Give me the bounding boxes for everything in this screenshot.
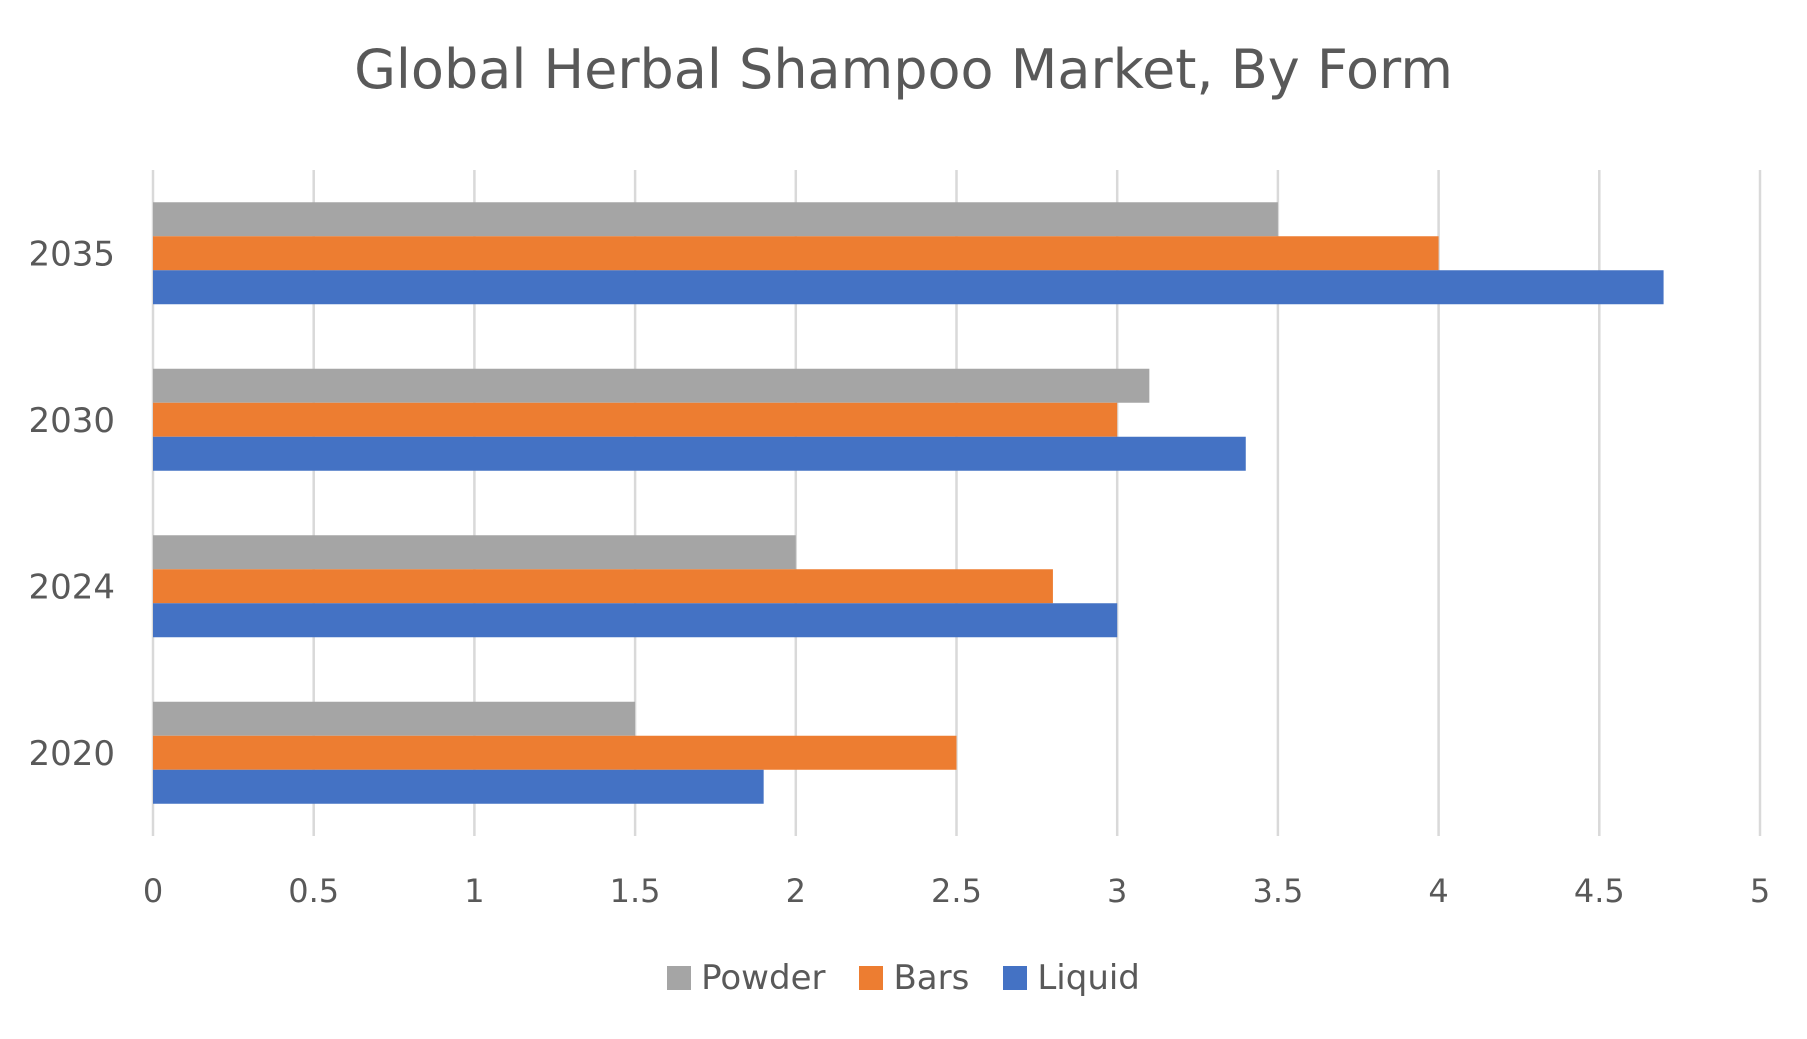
bar-bars-2035 [153, 236, 1439, 271]
x-tick-label: 2.5 [931, 872, 982, 910]
legend-swatch [667, 966, 692, 990]
bar-powder-2024 [153, 535, 796, 570]
legend-label: Bars [893, 958, 970, 998]
bar-liquid-2035 [153, 270, 1664, 305]
category-label: 2035 [28, 234, 115, 274]
bar-liquid-2030 [153, 436, 1246, 471]
category-label: 2030 [28, 401, 115, 441]
legend-swatch [859, 966, 884, 990]
bar-powder-2020 [153, 701, 636, 736]
x-tick-label: 2 [786, 872, 806, 910]
bar-liquid-2020 [153, 769, 764, 804]
bar-bars-2020 [153, 735, 957, 770]
x-tick-label: 5 [1750, 872, 1770, 910]
x-tick-label: 4.5 [1574, 872, 1625, 910]
legend: Powder Bars Liquid [0, 958, 1807, 998]
category-label: 2024 [28, 567, 115, 607]
x-tick-label: 4 [1428, 872, 1448, 910]
x-tick-label: 1.5 [610, 872, 661, 910]
category-label: 2020 [28, 734, 115, 774]
bar-bars-2024 [153, 569, 1053, 604]
legend-item-powder: Powder [667, 958, 825, 998]
x-tick-label: 0 [143, 872, 163, 910]
legend-swatch [1003, 966, 1028, 990]
legend-item-liquid: Liquid [1003, 958, 1140, 998]
legend-item-bars: Bars [859, 958, 969, 998]
bar-powder-2035 [153, 202, 1278, 237]
bar-liquid-2024 [153, 603, 1118, 638]
legend-label: Liquid [1037, 958, 1140, 998]
x-tick-label: 1 [464, 872, 484, 910]
chart-title: Global Herbal Shampoo Market, By Form [354, 38, 1453, 101]
x-tick-label: 3.5 [1252, 872, 1303, 910]
x-tick-label: 0.5 [288, 872, 339, 910]
bar-powder-2030 [153, 368, 1150, 403]
x-tick-label: 3 [1107, 872, 1127, 910]
bar-bars-2030 [153, 402, 1118, 437]
legend-label: Powder [701, 958, 826, 998]
